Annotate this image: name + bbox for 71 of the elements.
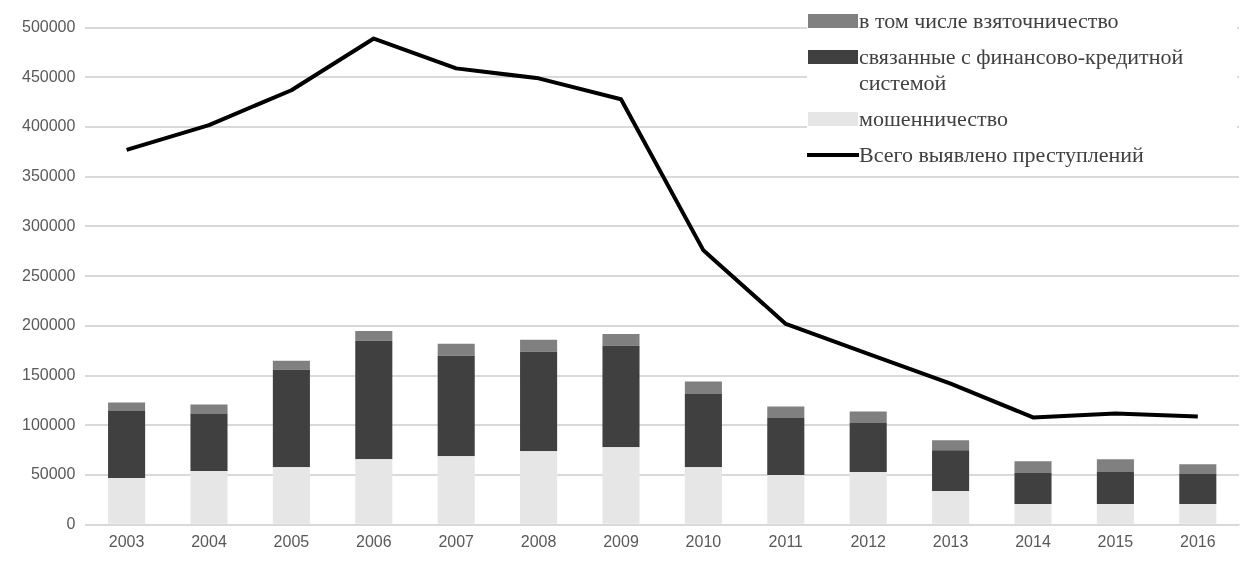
bar xyxy=(602,333,640,346)
bar xyxy=(767,417,805,476)
x-tick-label: 2010 xyxy=(685,532,722,550)
x-tick-label: 2009 xyxy=(603,532,639,550)
bar xyxy=(190,471,228,524)
y-tick-label: 250000 xyxy=(22,266,76,284)
bar xyxy=(355,330,393,341)
bar xyxy=(520,351,558,452)
y-tick-label: 300000 xyxy=(22,216,76,234)
x-tick-label: 2007 xyxy=(438,532,475,550)
y-tick-label: 450000 xyxy=(22,67,76,85)
bar xyxy=(437,456,475,524)
bar xyxy=(437,343,475,356)
y-tick-label: 400000 xyxy=(22,117,76,135)
bar xyxy=(849,422,887,473)
bar xyxy=(108,478,146,524)
y-tick-label: 200000 xyxy=(22,316,76,334)
y-tick-label: 350000 xyxy=(22,167,76,185)
bar xyxy=(1096,472,1134,504)
bar xyxy=(684,467,722,524)
bar xyxy=(355,459,393,524)
bar xyxy=(437,355,475,457)
y-tick-label: 100000 xyxy=(22,415,76,433)
legend-label: связанные с финансово-кредитной системой xyxy=(859,44,1185,96)
x-tick-label: 2012 xyxy=(850,532,887,550)
x-tick-label: 2016 xyxy=(1180,532,1216,550)
bar xyxy=(272,467,310,524)
bar xyxy=(520,339,558,352)
legend-label: Всего выявлено преступлений xyxy=(859,142,1144,168)
bar xyxy=(1179,464,1217,475)
y-tick-label: 50000 xyxy=(30,465,76,483)
bar xyxy=(1179,503,1217,524)
bar xyxy=(190,413,228,472)
bar xyxy=(932,490,970,524)
bar xyxy=(932,440,970,451)
bar xyxy=(849,411,887,423)
bar xyxy=(272,369,310,468)
bar xyxy=(1014,473,1052,504)
y-tick-label: 150000 xyxy=(22,366,76,384)
legend-label: в том числе взяточничество xyxy=(859,8,1119,34)
x-tick-label: 2014 xyxy=(1015,532,1051,550)
bar xyxy=(684,393,722,468)
x-tick-label: 2013 xyxy=(932,532,969,550)
bar xyxy=(108,410,146,479)
bar xyxy=(932,450,970,491)
bar xyxy=(190,404,228,414)
y-tick-label: 500000 xyxy=(22,18,76,36)
bar xyxy=(108,402,146,411)
x-tick-label: 2011 xyxy=(768,532,804,550)
bar xyxy=(767,475,805,524)
bar xyxy=(602,345,640,448)
bar xyxy=(1014,461,1052,474)
bar xyxy=(1096,459,1134,473)
bar xyxy=(1014,503,1052,524)
bar xyxy=(1179,474,1217,504)
bar xyxy=(684,381,722,394)
x-tick-label: 2015 xyxy=(1097,532,1134,550)
x-tick-label: 2003 xyxy=(108,532,145,550)
bar xyxy=(849,472,887,524)
y-tick-label: 0 xyxy=(66,515,76,533)
x-tick-label: 2004 xyxy=(191,532,227,550)
x-tick-label: 2008 xyxy=(520,532,557,550)
bar xyxy=(520,451,558,524)
legend-label: мошенничество xyxy=(859,106,1008,132)
bar xyxy=(1096,503,1134,524)
x-tick-label: 2005 xyxy=(273,532,310,550)
bar xyxy=(767,406,805,418)
x-tick-label: 2006 xyxy=(356,532,392,550)
bar xyxy=(602,447,640,524)
bar xyxy=(272,360,310,370)
bar xyxy=(355,340,393,460)
